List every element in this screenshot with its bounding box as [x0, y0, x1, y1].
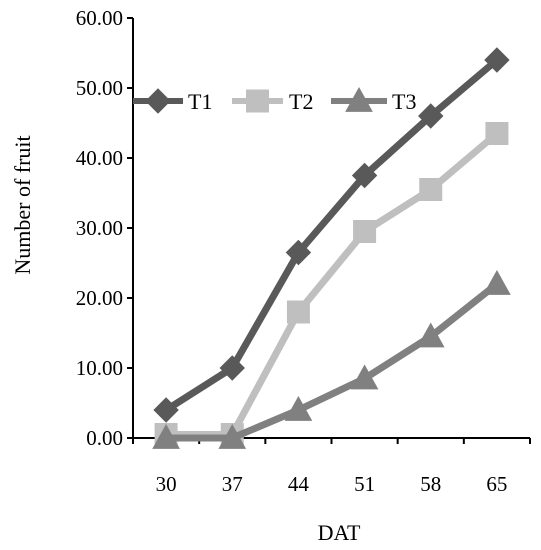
data-point [484, 47, 510, 73]
data-point [219, 355, 245, 381]
legend-swatch-marker [145, 88, 171, 114]
data-point [353, 220, 377, 243]
legend-swatch-marker [246, 89, 269, 113]
legend-item-t2: T2 [232, 89, 313, 114]
y-tick-label: 20.00 [76, 286, 123, 310]
data-point [416, 322, 445, 348]
y-tick-label: 30.00 [76, 216, 123, 240]
y-tick-label: 50.00 [76, 76, 123, 100]
data-point [419, 178, 443, 201]
legend-item-t1: T1 [133, 88, 212, 114]
data-point [152, 423, 180, 449]
series-t1 [153, 47, 510, 423]
x-tick-label: 58 [420, 472, 441, 496]
data-point [485, 122, 509, 145]
x-tick-label: 37 [222, 472, 243, 496]
series-line [164, 57, 500, 413]
x-tick-label: 30 [156, 472, 177, 496]
series-line [166, 281, 500, 442]
y-axis-ticks: 0.00 10.00 20.00 30.00 40.00 50.00 60.00 [76, 6, 133, 450]
data-point [483, 269, 511, 295]
y-tick-label: 0.00 [86, 426, 123, 450]
x-tick-label: 65 [486, 472, 507, 496]
data-point [218, 423, 247, 449]
x-tick-label: 51 [354, 472, 375, 496]
y-axis-title: Number of fruit [10, 135, 35, 274]
y-tick-label: 10.00 [76, 356, 123, 380]
series-layer [152, 47, 511, 449]
data-point [351, 162, 378, 189]
data-point [285, 239, 312, 266]
x-tick-label: 44 [288, 472, 310, 496]
data-point [284, 395, 313, 421]
y-tick-label: 60.00 [76, 6, 123, 30]
legend-item-t3: T3 [331, 86, 416, 114]
series-t3 [152, 269, 511, 449]
x-axis-title: DAT [318, 520, 361, 545]
series-line [166, 130, 500, 438]
legend-swatch-marker [345, 86, 373, 112]
legend-label: T1 [188, 89, 212, 114]
legend-label: T2 [289, 89, 313, 114]
legend: T1 T2 T3 [133, 86, 416, 114]
data-point [350, 364, 379, 390]
legend-label: T3 [392, 89, 416, 114]
y-tick-label: 40.00 [76, 146, 123, 170]
data-point [418, 103, 444, 129]
data-point [153, 397, 179, 423]
data-point [286, 300, 310, 324]
x-axis-ticks: 30 37 44 51 58 65 [132, 438, 531, 496]
